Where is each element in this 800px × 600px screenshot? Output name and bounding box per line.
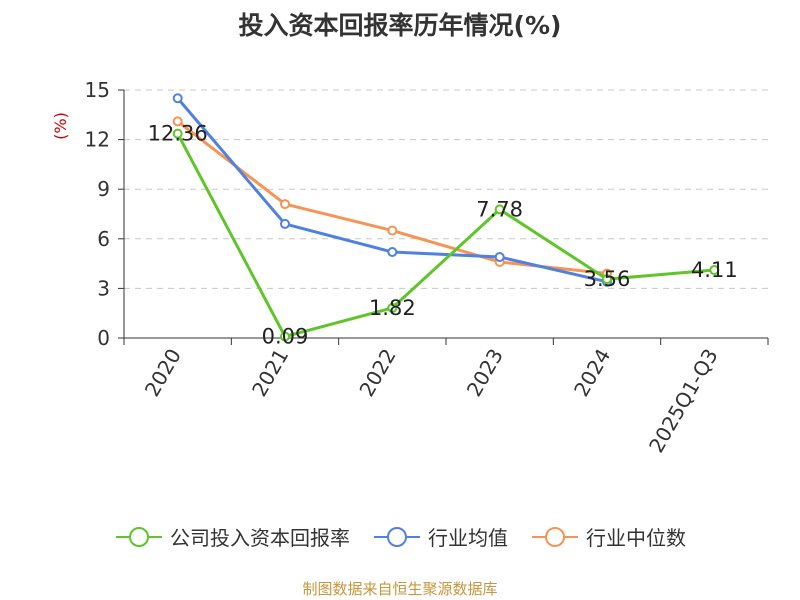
data-point: [387, 302, 398, 313]
data-labels: 12.36 0.09 1.82 7.78 3.56 4.11: [148, 122, 738, 349]
data-point: [172, 128, 183, 139]
series-line: [176, 132, 715, 339]
x-tick-label: 2023: [462, 344, 508, 400]
data-label: 4.11: [691, 258, 738, 282]
x-tick-label: 2025Q1-Q3: [644, 345, 723, 457]
data-label: 7.78: [476, 197, 523, 221]
data-point: [494, 251, 505, 262]
legend-label: 行业均值: [428, 526, 508, 550]
legend-marker: [387, 526, 407, 547]
data-point: [280, 199, 290, 210]
y-tick-label: 0: [97, 326, 110, 350]
data-point: [387, 225, 398, 236]
data-point: [280, 218, 290, 229]
legend-marker: [545, 526, 565, 547]
legend-item-company[interactable]: 公司投入资本回报率: [114, 522, 350, 551]
y-tick-label: 6: [97, 227, 110, 251]
data-point: [172, 116, 183, 127]
y-tick-label: 9: [97, 177, 110, 201]
data-label: 1.82: [369, 296, 416, 320]
x-tick-label: 2021: [247, 345, 293, 401]
chart-title: 投入资本回报率历年情况(%): [238, 11, 562, 40]
legend-marker: [129, 526, 149, 547]
data-point: [602, 274, 612, 285]
legend-line-circle-icon: [116, 526, 162, 547]
data-label: 3.56: [584, 267, 631, 291]
y-tick-label: 15: [85, 78, 110, 102]
x-tick-label: 2020: [140, 345, 186, 401]
y-tick-label: 3: [97, 276, 110, 300]
series-lines: [172, 93, 720, 342]
data-label: 12.36: [148, 122, 208, 146]
legend-line-circle-icon: [532, 526, 578, 547]
legend-item-industry-median[interactable]: 行业中位数: [530, 522, 686, 551]
data-point: [172, 93, 183, 104]
legend-label: 公司投入资本回报率: [170, 526, 350, 550]
data-point: [494, 204, 505, 215]
legend-line-circle-icon: [374, 526, 420, 547]
data-point: [280, 331, 290, 342]
data-point: [387, 247, 398, 258]
data-label: 0.09: [262, 325, 309, 349]
y-axis-unit-label: (%): [51, 112, 70, 140]
chart-legend: 公司投入资本回报率 行业均值 行业中位数: [0, 522, 800, 551]
gridlines: [124, 89, 768, 289]
legend-item-industry-avg[interactable]: 行业均值: [372, 522, 508, 551]
y-tick-label: 12: [85, 128, 110, 152]
data-source-note: 制图数据来自恒生聚源数据库: [302, 580, 498, 598]
x-tick-label: 2024: [569, 345, 615, 401]
legend-label: 行业中位数: [586, 526, 686, 550]
data-point: [709, 265, 720, 276]
x-tick-label: 2022: [354, 345, 400, 401]
